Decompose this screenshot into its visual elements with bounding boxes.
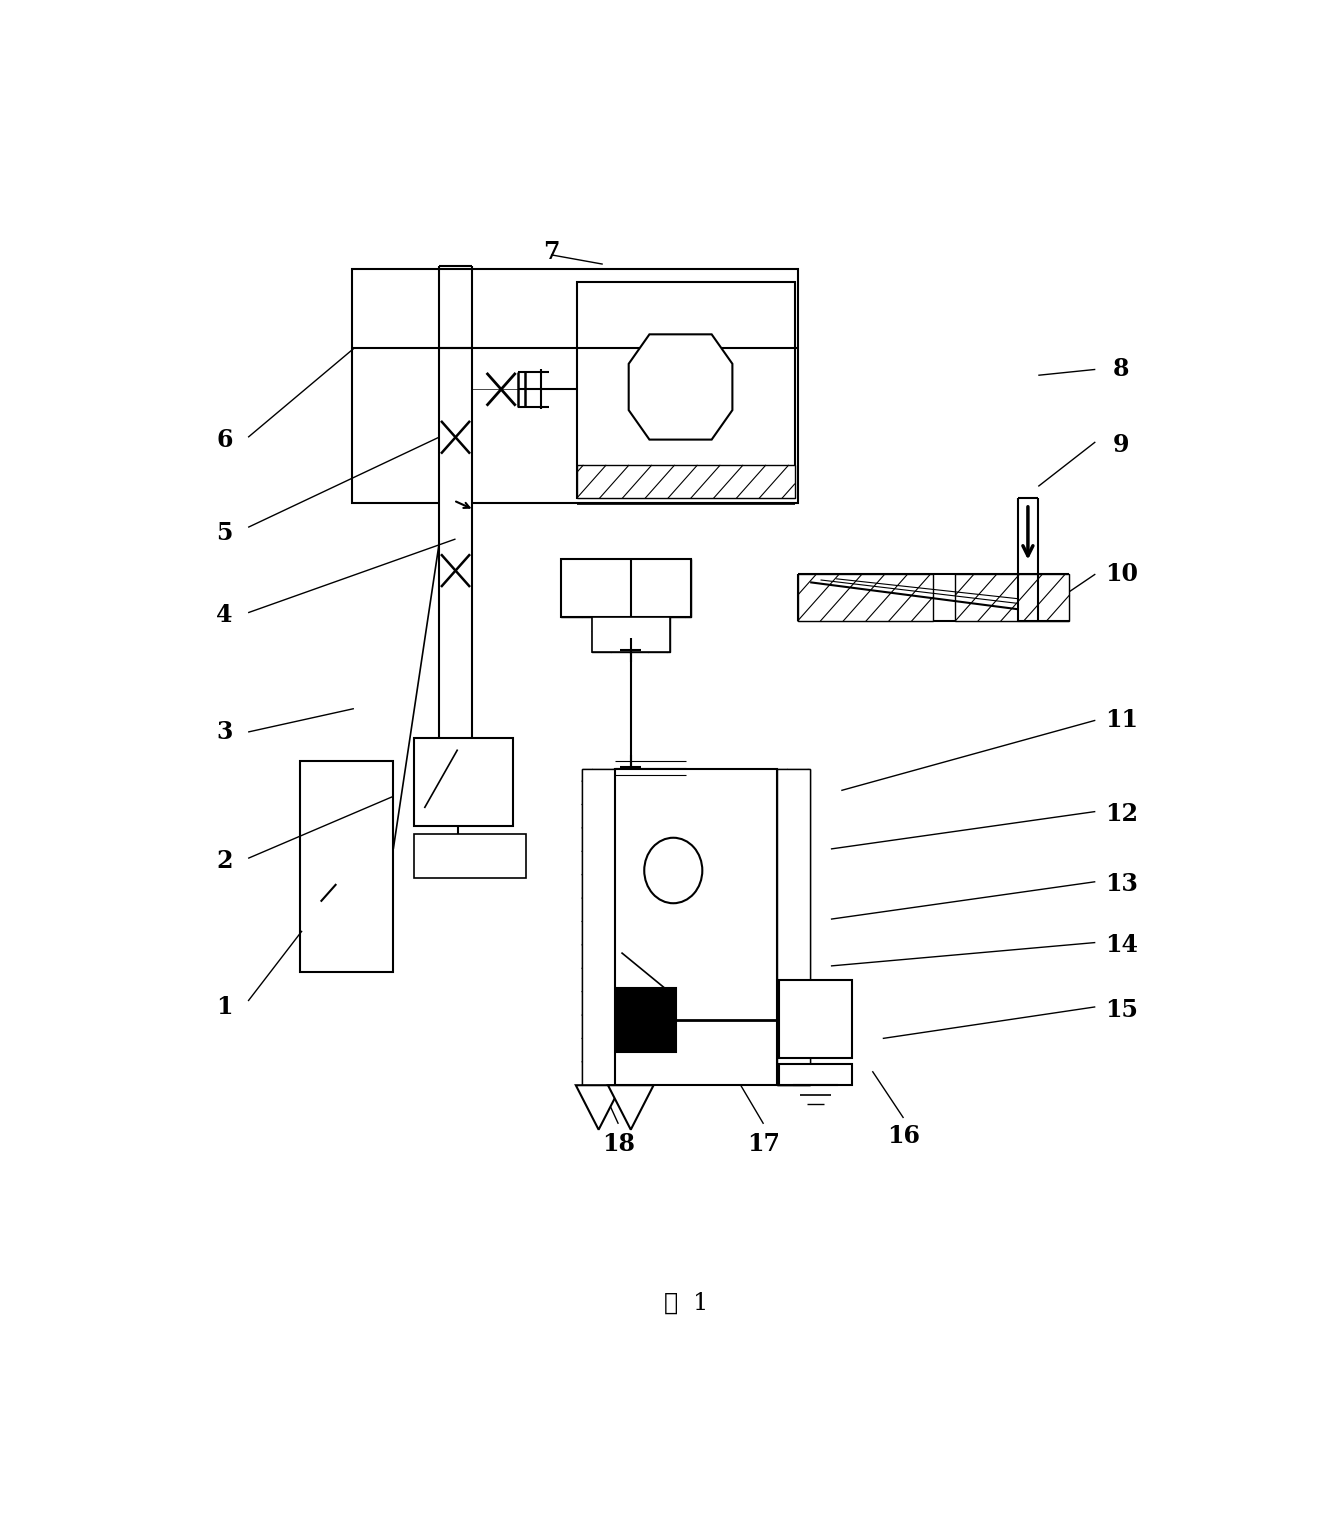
- Text: 1: 1: [215, 995, 233, 1019]
- Polygon shape: [575, 1085, 621, 1130]
- Bar: [562, 559, 690, 617]
- Bar: [779, 1065, 851, 1085]
- Bar: [617, 989, 677, 1053]
- Text: 15: 15: [1105, 998, 1137, 1022]
- Text: 6: 6: [215, 428, 233, 451]
- Bar: [955, 574, 1069, 621]
- Text: 9: 9: [1113, 433, 1129, 457]
- Bar: [777, 770, 811, 1085]
- Bar: [582, 770, 615, 1085]
- Text: 17: 17: [747, 1132, 780, 1156]
- Bar: [413, 834, 526, 878]
- Polygon shape: [629, 334, 732, 439]
- Circle shape: [645, 838, 702, 904]
- Text: 7: 7: [543, 240, 559, 264]
- Text: 16: 16: [887, 1124, 921, 1147]
- Bar: [777, 770, 811, 1085]
- Polygon shape: [607, 1085, 653, 1130]
- Bar: [577, 281, 795, 498]
- Bar: [413, 738, 512, 825]
- Text: 3: 3: [217, 720, 233, 744]
- Bar: [300, 761, 393, 972]
- Bar: [582, 770, 615, 1085]
- Bar: [577, 465, 795, 498]
- Bar: [593, 617, 670, 653]
- Text: 14: 14: [1105, 933, 1137, 957]
- Bar: [615, 770, 777, 1085]
- Text: 12: 12: [1105, 802, 1137, 826]
- Text: 13: 13: [1105, 872, 1137, 896]
- Text: 18: 18: [602, 1132, 634, 1156]
- Text: 11: 11: [1105, 708, 1137, 732]
- Bar: [562, 559, 690, 617]
- Text: 2: 2: [215, 849, 233, 872]
- Bar: [779, 980, 851, 1059]
- Text: 5: 5: [217, 521, 233, 545]
- Text: 图  1: 图 1: [664, 1291, 708, 1314]
- Bar: [439, 348, 472, 767]
- Bar: [352, 269, 797, 503]
- Text: 10: 10: [1105, 562, 1137, 586]
- Bar: [593, 617, 670, 653]
- Text: 4: 4: [215, 603, 233, 627]
- Text: 8: 8: [1113, 357, 1129, 381]
- Bar: [797, 574, 933, 621]
